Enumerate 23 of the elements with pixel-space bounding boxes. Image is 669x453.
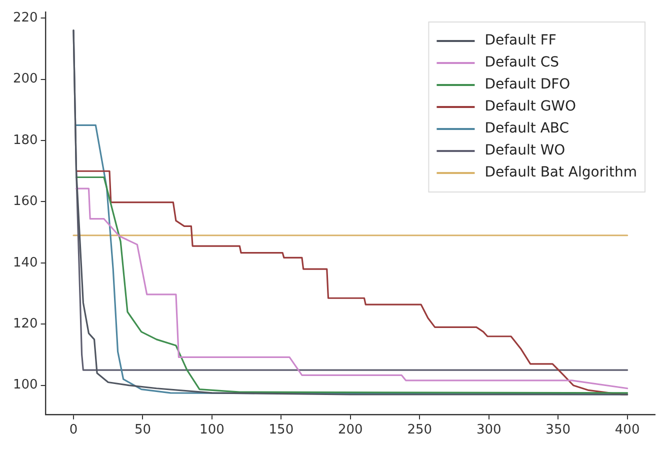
x-tick-label: 200: [338, 422, 363, 438]
legend-label: Default DFO: [484, 76, 570, 93]
x-tick-label: 250: [407, 422, 432, 438]
x-tick-label: 0: [69, 422, 78, 438]
x-tick-label: 350: [546, 422, 570, 438]
y-tick-label: 120: [12, 316, 38, 332]
x-tick-label: 150: [268, 422, 294, 438]
legend-label: Default CS: [484, 54, 560, 71]
y-tick-label: 220: [12, 10, 38, 26]
x-tick-label: 300: [476, 422, 502, 438]
legend-label: Default Bat Algorithm: [484, 164, 638, 181]
legend-label: Default GWO: [484, 98, 576, 115]
y-tick-label: 100: [12, 378, 38, 393]
y-tick-label: 180: [12, 132, 38, 148]
legend-label: Default WO: [484, 142, 566, 159]
y-tick-label: 140: [12, 255, 38, 270]
x-tick-label: 400: [614, 422, 640, 438]
legend-label: Default ABC: [484, 120, 570, 137]
y-tick-label: 160: [12, 194, 38, 210]
y-tick-label: 200: [12, 72, 38, 87]
x-tick-label: 100: [200, 422, 224, 438]
x-tick-label: 50: [134, 422, 152, 438]
legend-label: Default FF: [484, 32, 556, 49]
